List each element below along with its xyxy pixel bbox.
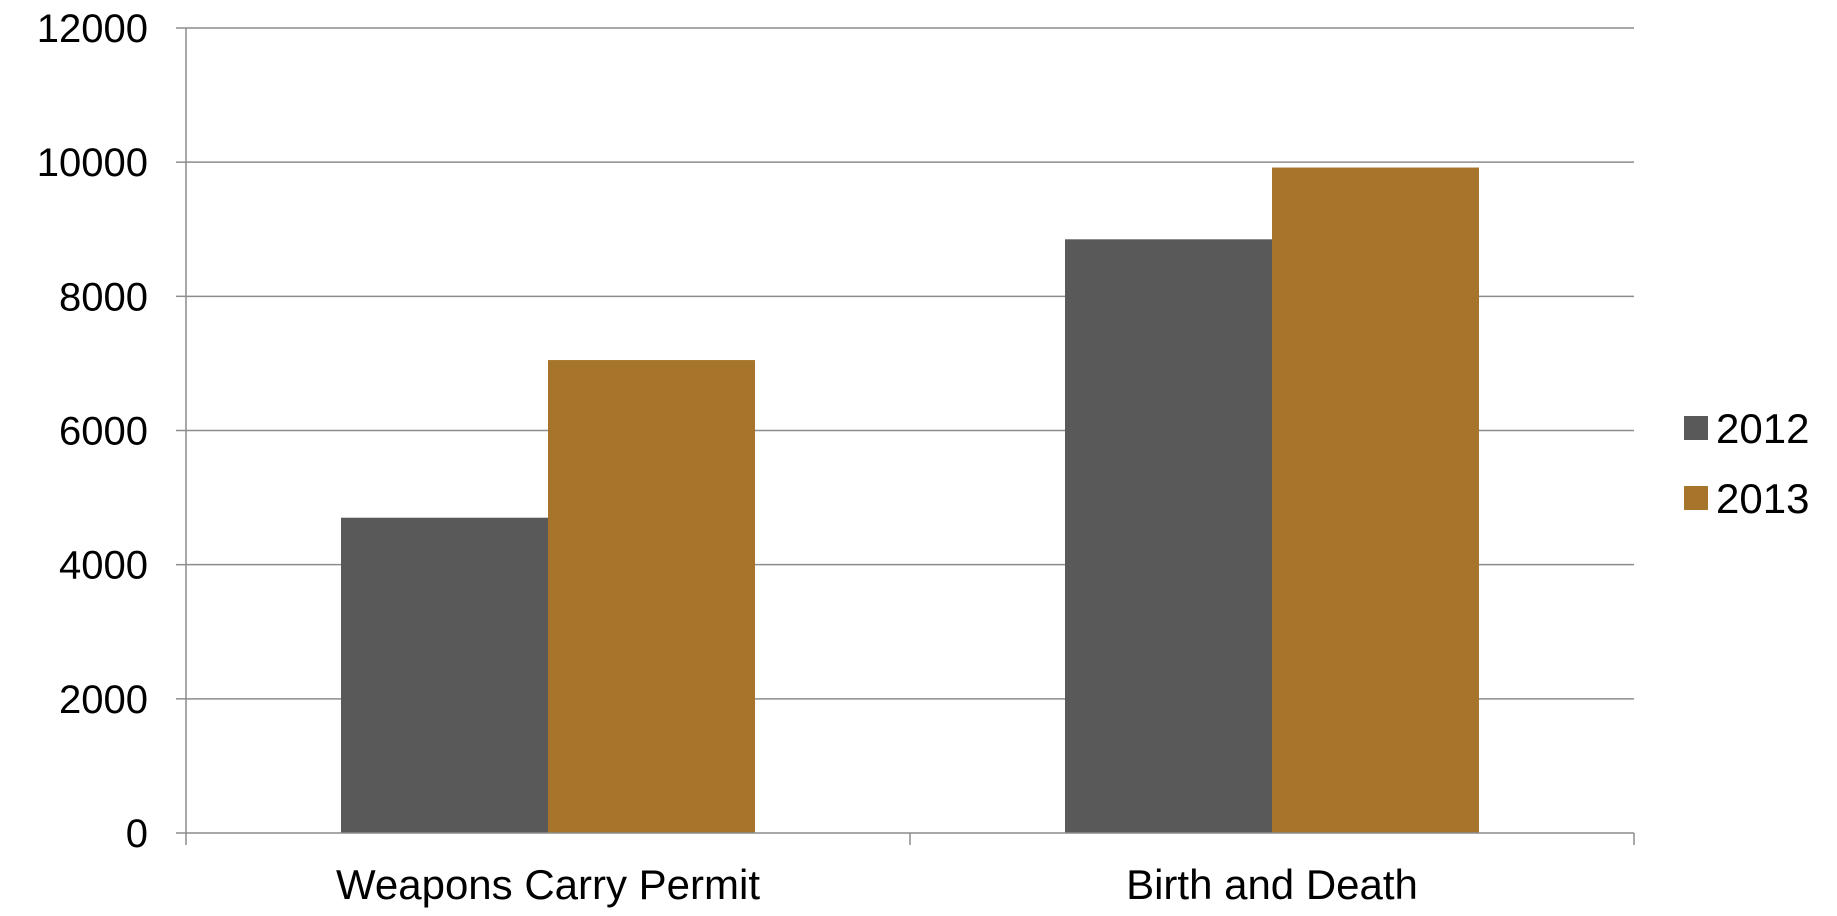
y-tick-label: 12000: [37, 7, 148, 51]
bar-2012-1: [341, 517, 548, 833]
bar-2013-2: [1272, 167, 1479, 834]
y-tick-label: 4000: [59, 544, 148, 588]
x-category-labels: Weapons Carry Permit Birth and Death: [336, 861, 1418, 908]
y-tick-label: 0: [126, 812, 148, 856]
legend: 2012 2013: [1684, 405, 1809, 522]
bar-2013-1: [548, 360, 755, 833]
axes-group: [176, 27, 1635, 845]
bars-group: [341, 167, 1479, 834]
y-tick-label: 10000: [37, 141, 148, 185]
y-tick-label: 2000: [59, 678, 148, 722]
y-tick-label: 6000: [59, 410, 148, 454]
y-tick-label: 8000: [59, 275, 148, 319]
legend-swatch-2013: [1684, 486, 1708, 510]
x-category-label: Birth and Death: [1126, 861, 1418, 908]
legend-swatch-2012: [1684, 416, 1708, 440]
legend-label-2012: 2012: [1716, 405, 1809, 452]
legend-label-2013: 2013: [1716, 475, 1809, 522]
x-category-label: Weapons Carry Permit: [336, 861, 760, 908]
bar-2012-2: [1065, 239, 1272, 833]
y-tick-labels: 0 2000 4000 6000 8000 10000 12000: [37, 7, 148, 856]
